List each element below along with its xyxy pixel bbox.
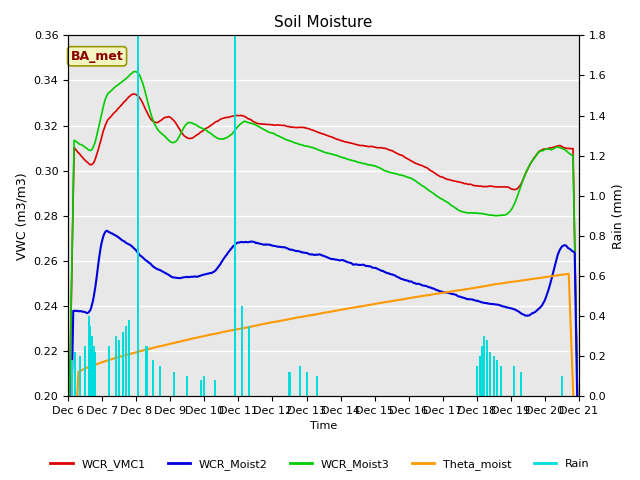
Bar — [248, 326, 250, 396]
Bar — [513, 366, 515, 396]
Bar — [496, 360, 499, 396]
Bar — [305, 372, 308, 396]
Bar — [94, 352, 97, 396]
Bar — [486, 340, 488, 396]
Bar — [159, 366, 161, 396]
Bar — [186, 376, 188, 396]
Bar — [200, 380, 202, 396]
Bar — [299, 366, 301, 396]
Bar — [125, 326, 127, 396]
Bar — [84, 346, 86, 396]
Bar — [520, 372, 522, 396]
Bar — [493, 356, 495, 396]
Bar — [70, 360, 72, 396]
Y-axis label: Rain (mm): Rain (mm) — [612, 183, 625, 249]
Title: Soil Moisture: Soil Moisture — [275, 15, 372, 30]
Bar — [490, 352, 492, 396]
Bar — [214, 380, 216, 396]
Text: BA_met: BA_met — [70, 50, 124, 63]
Bar — [79, 356, 81, 396]
Bar — [234, 36, 236, 396]
Bar — [129, 320, 131, 396]
Bar — [316, 376, 318, 396]
Bar — [122, 332, 124, 396]
Bar — [289, 372, 291, 396]
Bar — [91, 336, 93, 396]
Bar — [476, 366, 478, 396]
Y-axis label: VWC (m3/m3): VWC (m3/m3) — [15, 172, 28, 260]
Bar — [74, 352, 76, 396]
Bar — [483, 336, 484, 396]
Bar — [500, 366, 502, 396]
Bar — [152, 360, 154, 396]
Bar — [241, 306, 243, 396]
Bar — [137, 36, 139, 396]
Bar — [93, 346, 95, 396]
Legend: WCR_VMC1, WCR_Moist2, WCR_Moist3, Theta_moist, Rain: WCR_VMC1, WCR_Moist2, WCR_Moist3, Theta_… — [46, 455, 594, 474]
Bar — [145, 346, 147, 396]
Bar — [481, 346, 483, 396]
Bar — [89, 326, 92, 396]
Bar — [108, 346, 110, 396]
Bar — [88, 316, 90, 396]
Bar — [115, 336, 117, 396]
Bar — [561, 376, 563, 396]
Bar — [118, 340, 120, 396]
Bar — [204, 376, 205, 396]
Bar — [479, 356, 481, 396]
X-axis label: Time: Time — [310, 421, 337, 432]
Bar — [173, 372, 175, 396]
